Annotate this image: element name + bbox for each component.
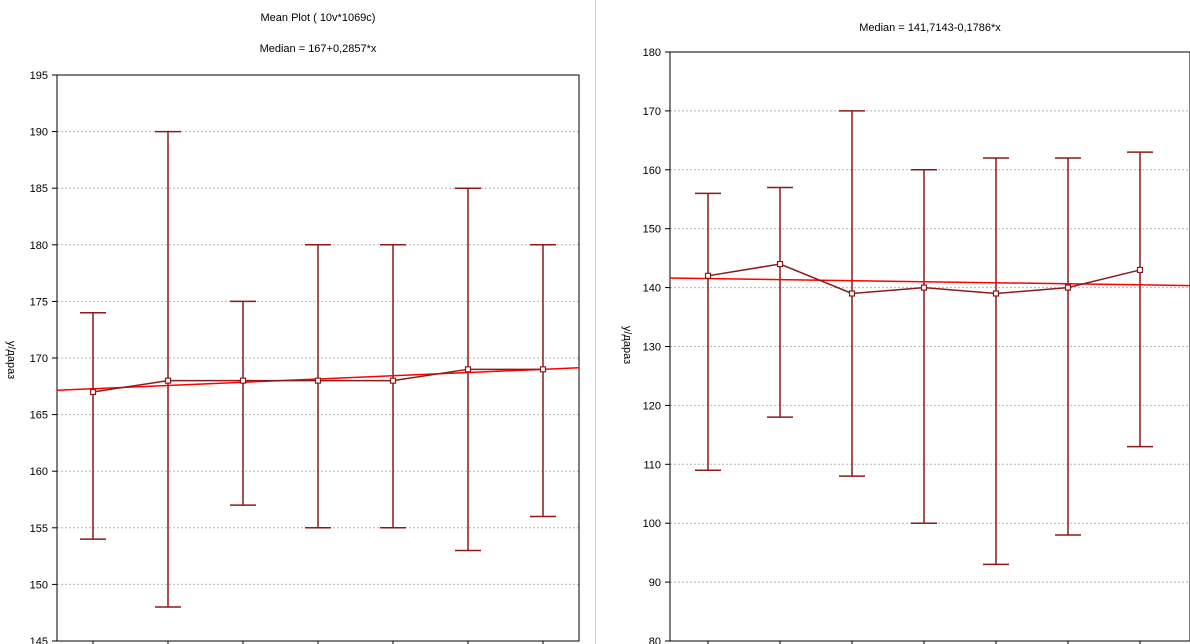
chart-subtitle: Median = 141,7143-0,1786*x (859, 22, 1001, 34)
y-tick-label: 130 (643, 342, 661, 354)
y-tick-label: 170 (643, 106, 661, 118)
chart-subtitle: Median = 167+0,2857*x (260, 43, 377, 55)
y-tick-label: 90 (649, 577, 661, 589)
median-point (89, 388, 97, 396)
y-tick-label: 145 (30, 636, 48, 644)
median-point (1064, 284, 1072, 291)
y-tick-label: 160 (30, 466, 48, 478)
median-point (776, 260, 784, 268)
y-tick-label: 190 (30, 127, 48, 139)
median-point (704, 272, 712, 279)
chart-title: Mean Plot ( 10v*1069c) (261, 12, 376, 24)
median-point (389, 377, 397, 384)
y-tick-label: 175 (30, 296, 48, 308)
panel-divider (595, 0, 596, 644)
y-tick-label: 170 (30, 353, 48, 365)
y-tick-label: 155 (30, 523, 48, 535)
y-tick-label: 80 (649, 636, 661, 644)
y-tick-label: 110 (643, 459, 661, 471)
median-point (848, 290, 856, 297)
y-tick-label: 195 (30, 70, 48, 82)
y-axis-label: у/дараз (621, 326, 633, 364)
y-tick-label: 180 (30, 240, 48, 252)
y-tick-label: 140 (643, 283, 661, 295)
median-point (164, 377, 172, 384)
fit-line (669, 277, 1190, 287)
y-tick-label: 165 (30, 410, 48, 422)
median-point (920, 284, 928, 291)
y-tick-label: 150 (643, 224, 661, 236)
y-tick-label: 120 (643, 400, 661, 412)
y-axis-label: у/дараз (5, 341, 17, 379)
median-point (1136, 266, 1144, 274)
y-tick-label: 185 (30, 183, 48, 195)
y-tick-label: 150 (30, 579, 48, 591)
median-point (314, 377, 322, 384)
median-point (539, 366, 547, 373)
median-point (464, 366, 472, 373)
median-point (992, 290, 1000, 297)
median-point (239, 377, 247, 384)
plot-frame (669, 51, 1190, 642)
y-tick-label: 100 (643, 518, 661, 530)
y-tick-label: 160 (643, 165, 661, 177)
mean-plot-right: Median = 141,7143-0,1786*x 80 90 100 110 120 1… (621, 22, 1190, 644)
plot-frame (56, 74, 580, 642)
y-tick-label: 180 (643, 47, 661, 59)
mean-plot-left: Mean Plot ( 10v*1069c) Median = 167+0,285… (5, 12, 580, 644)
